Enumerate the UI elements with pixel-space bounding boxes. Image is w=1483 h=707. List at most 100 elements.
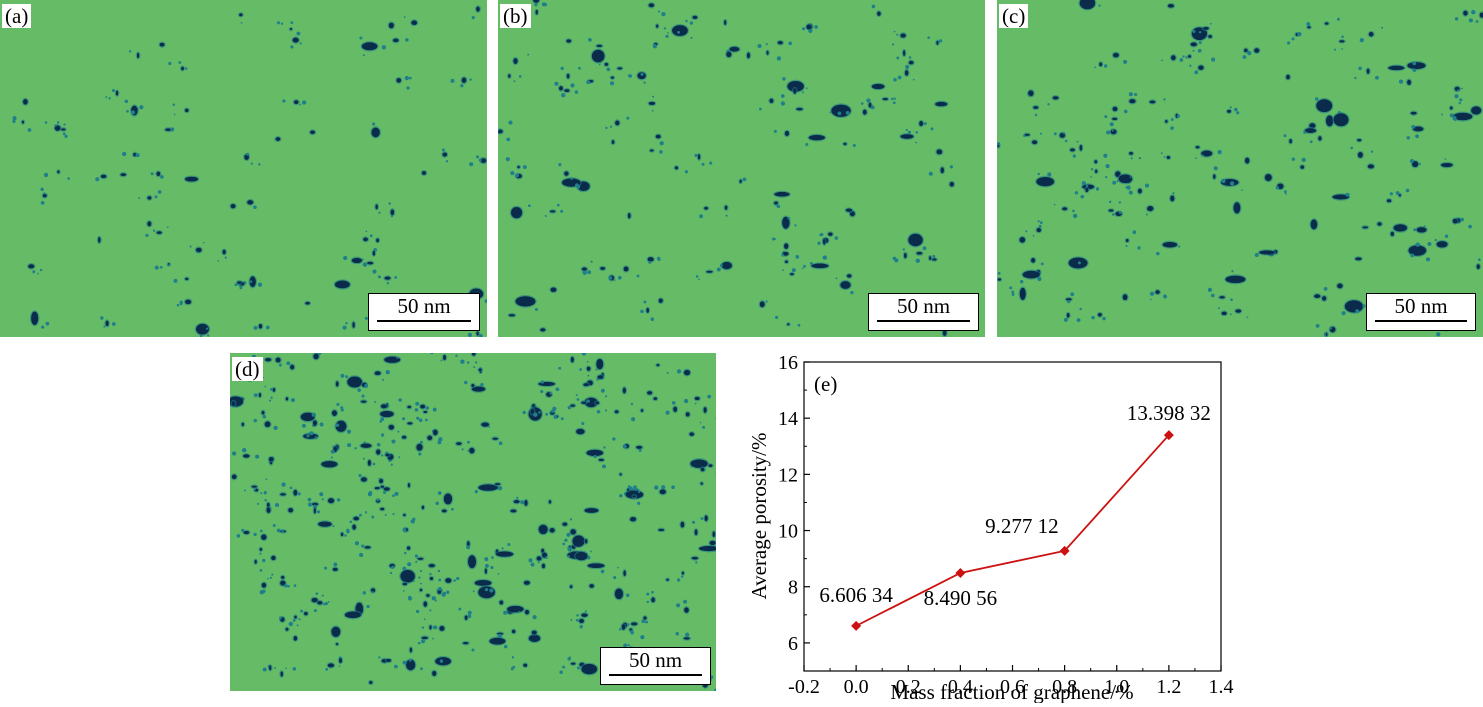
pore-speck — [1185, 56, 1188, 59]
pore-speck — [596, 409, 601, 414]
pore-speck — [1149, 291, 1155, 296]
pore-speck — [1210, 293, 1215, 298]
pore-speck — [1072, 209, 1075, 213]
pore-speck — [1427, 241, 1432, 246]
pore-speck — [1025, 230, 1028, 233]
pore-cluster — [230, 353, 716, 691]
pore — [640, 409, 644, 412]
pore — [495, 551, 514, 557]
pore-speck — [1229, 181, 1235, 186]
data-point-label: 6.606 34 — [819, 583, 893, 607]
pore-speck — [837, 111, 842, 116]
pore-speck — [1210, 22, 1212, 25]
pore — [443, 493, 453, 505]
pore — [828, 232, 833, 236]
pore — [115, 90, 119, 96]
pore-speck — [932, 254, 936, 258]
pore-speck — [445, 160, 449, 163]
pore-speck — [623, 643, 628, 648]
pore-speck — [471, 648, 475, 652]
pore — [882, 97, 889, 101]
pore-speck — [1019, 279, 1024, 284]
pore-speck — [1170, 118, 1174, 121]
pore-speck — [695, 275, 699, 278]
pore — [1095, 169, 1098, 174]
pore-speck — [95, 177, 100, 182]
pore — [280, 671, 283, 677]
pore — [136, 52, 140, 59]
pore — [653, 397, 658, 401]
pore — [351, 257, 363, 264]
pore-speck — [276, 528, 281, 533]
pore-speck — [1441, 113, 1444, 116]
pore-speck — [433, 625, 438, 630]
pore-speck — [1424, 225, 1426, 227]
pore-speck — [126, 109, 129, 113]
pore-speck — [372, 269, 377, 274]
pore-speck — [1128, 190, 1133, 195]
pore — [1202, 26, 1209, 30]
pore-speck — [377, 275, 381, 279]
pore-speck — [566, 532, 571, 537]
pore — [97, 236, 101, 243]
porosity-series — [851, 430, 1174, 631]
pore — [681, 571, 684, 575]
pore-speck — [394, 664, 398, 669]
pore-speck — [234, 283, 238, 287]
pore-speck — [246, 152, 250, 156]
pore-speck — [100, 316, 104, 320]
pore-speck — [803, 264, 806, 268]
pore-speck — [802, 91, 804, 94]
pore — [264, 421, 271, 428]
pore — [416, 443, 423, 451]
pore — [300, 412, 315, 422]
pore-speck — [414, 554, 419, 558]
pore-speck — [258, 163, 261, 166]
pore-speck — [242, 447, 247, 453]
pore-speck — [423, 618, 426, 621]
pore-speck — [765, 43, 768, 46]
pore-speck — [1112, 180, 1117, 185]
pore — [1062, 207, 1068, 211]
pore-speck — [371, 515, 375, 519]
pore-speck — [630, 402, 634, 406]
pore-speck — [510, 171, 515, 176]
pore — [421, 171, 427, 175]
pore — [384, 276, 391, 280]
pore-speck — [577, 187, 580, 190]
pore-speck — [603, 446, 606, 449]
pore-speck — [908, 56, 912, 59]
x-tick-label: 1.2 — [1156, 676, 1181, 698]
pore-speck — [434, 599, 437, 602]
pore — [562, 522, 568, 526]
pore — [1289, 139, 1292, 144]
pore-speck — [262, 558, 266, 563]
pore — [536, 556, 542, 561]
pore-speck — [429, 572, 432, 576]
pore-speck — [587, 374, 590, 377]
pore-speck — [159, 265, 163, 269]
y-tick-label: 12 — [778, 464, 798, 486]
pore — [1022, 270, 1040, 279]
pore — [784, 260, 788, 264]
pore-speck — [37, 272, 39, 275]
pore-speck — [558, 163, 562, 167]
pore — [423, 601, 428, 607]
pore — [796, 107, 803, 111]
pore-speck — [1032, 234, 1035, 237]
pore — [406, 546, 411, 550]
pore-speck — [397, 430, 400, 433]
pore-speck — [241, 528, 245, 532]
pore — [646, 307, 649, 313]
pore-speck — [554, 81, 559, 86]
pore-speck — [1160, 152, 1163, 155]
pore — [1122, 294, 1128, 301]
pore — [195, 247, 202, 253]
pore-speck — [582, 270, 587, 275]
pore-speck — [626, 116, 630, 120]
pore-speck — [466, 545, 471, 550]
pore-speck — [403, 590, 405, 592]
pore-speck — [613, 576, 617, 580]
pore-speck — [1064, 139, 1068, 143]
pore — [222, 249, 226, 255]
